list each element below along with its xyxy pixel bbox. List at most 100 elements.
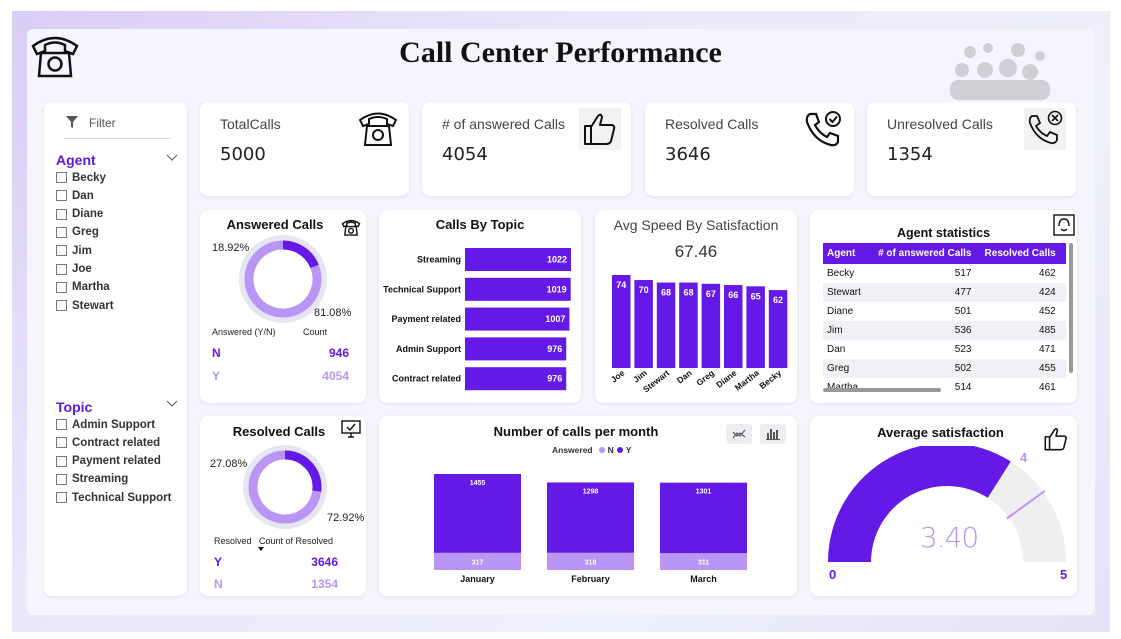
legend-col-2: Count of Resolved (259, 536, 334, 546)
data-label: 311 (698, 560, 709, 567)
bar[interactable] (768, 290, 788, 368)
chevron-down-icon[interactable] (166, 400, 178, 408)
checkbox[interactable] (56, 245, 67, 257)
calls-per-month-chart[interactable]: 317 1455 January 318 1298 February 311 1301 Marc… (379, 456, 797, 594)
vertical-scrollbar[interactable] (1069, 243, 1073, 373)
legend-key: N (214, 577, 223, 591)
topic-option-admin-support[interactable]: Admin Support (56, 416, 184, 433)
checkbox[interactable] (56, 281, 67, 293)
data-label: 976 (547, 344, 562, 354)
bar[interactable] (656, 282, 676, 368)
agent-statistics-card: Agent statistics Agent # of answered Call… (810, 210, 1077, 403)
checkbox[interactable] (56, 263, 67, 275)
sort-desc-icon[interactable] (258, 547, 264, 551)
bar-segment-y[interactable] (547, 482, 634, 553)
bar[interactable] (465, 248, 571, 271)
column-header[interactable]: # of answered Calls (867, 243, 976, 264)
monitor-check-icon (341, 420, 361, 438)
bar[interactable] (746, 286, 765, 368)
bar[interactable] (679, 282, 698, 368)
table-row[interactable]: Martha 514 461 (823, 378, 1066, 397)
donut-segment-small[interactable] (244, 240, 322, 318)
headset-icon (1053, 214, 1075, 236)
table-row[interactable]: Stewart 477 424 (823, 283, 1066, 302)
data-label: 70 (639, 285, 649, 295)
agent-option-diane[interactable]: Diane (56, 206, 184, 223)
table-row[interactable]: Diane 501 452 (823, 302, 1066, 321)
table-row[interactable]: Becky 517 462 (823, 264, 1066, 283)
calls-by-topic-chart[interactable]: Streaming 1022 Technical Support 1019 Paymen… (379, 240, 581, 400)
table-cell (1060, 264, 1066, 283)
bar[interactable] (465, 277, 571, 301)
line-chart-toggle-button[interactable] (726, 424, 752, 444)
donut-segment-small[interactable] (248, 450, 322, 524)
bar-segment-n[interactable] (547, 552, 634, 570)
checkbox[interactable] (56, 473, 67, 485)
agent-option-dan[interactable]: Dan (56, 187, 184, 204)
checkbox[interactable] (56, 455, 67, 467)
resolved-donut-chart[interactable] (242, 444, 328, 530)
avg-speed-chart[interactable]: 74Joe70Jim68Stewart68Dan67Greg66Diane65M… (595, 268, 797, 402)
bar-segment-n[interactable] (434, 552, 521, 570)
agent-option-stewart[interactable]: Stewart (56, 297, 184, 314)
checkbox[interactable] (56, 300, 67, 312)
checkbox[interactable] (56, 492, 67, 504)
checkbox[interactable] (56, 419, 67, 430)
topic-option-contract-related[interactable]: Contract related (56, 434, 184, 451)
kpi-card-unresolved: Unresolved Calls 1354 (867, 102, 1076, 196)
bar[interactable] (701, 283, 721, 368)
gauge-max-label: 5 (1060, 567, 1068, 582)
donut-label-small: 18.92% (212, 242, 250, 254)
resolved-calls-card: Resolved Calls 27.08% 72.92% Resolved Co… (200, 416, 366, 596)
agent-option-jim[interactable]: Jim (56, 242, 184, 259)
legend-key: N (212, 346, 221, 360)
bar-segment-y[interactable] (660, 482, 747, 554)
bar[interactable] (634, 280, 653, 368)
satisfaction-gauge[interactable] (810, 446, 1077, 596)
phone-cancel-icon (1024, 108, 1066, 150)
agent-option-greg[interactable]: Greg (56, 224, 184, 241)
bar[interactable] (465, 367, 567, 391)
card-title: Avg Speed By Satisfaction (613, 217, 779, 233)
bar[interactable] (612, 275, 631, 368)
topic-option-streaming[interactable]: Streaming (56, 471, 184, 488)
checkbox[interactable] (56, 226, 67, 238)
checkbox[interactable] (56, 190, 67, 202)
filter-label: Filter (89, 116, 116, 130)
topic-option-payment-related[interactable]: Payment related (56, 453, 184, 470)
checkbox[interactable] (56, 437, 67, 449)
chevron-down-icon[interactable] (166, 154, 178, 162)
card-title: Agent statistics (896, 226, 991, 240)
table-cell (1059, 321, 1066, 340)
table-row[interactable]: Greg 502 455 (823, 359, 1066, 378)
bar-segment-y[interactable] (434, 474, 521, 553)
telephone-logo-icon (31, 36, 79, 78)
bar[interactable] (465, 307, 570, 331)
checkbox[interactable] (56, 208, 67, 220)
data-label: 1019 (547, 284, 567, 294)
agent-option-joe[interactable]: Joe (56, 261, 184, 278)
column-header[interactable]: Avg S (1059, 243, 1066, 264)
kpi-card-answered: # of answered Calls 4054 (422, 102, 631, 196)
table-row[interactable]: Jim 536 485 (823, 321, 1066, 340)
column-header[interactable]: Resolved Calls (975, 243, 1060, 264)
category-label: January (460, 574, 495, 584)
topic-option-technical-support[interactable]: Technical Support (56, 489, 184, 506)
horizontal-scrollbar[interactable] (823, 388, 941, 392)
bar[interactable] (465, 337, 567, 361)
agent-option-martha[interactable]: Martha (56, 279, 184, 296)
gauge-fill[interactable] (828, 446, 1011, 562)
answered-donut-chart[interactable] (238, 234, 328, 324)
bar[interactable] (724, 285, 743, 368)
legend-key: Y (212, 369, 221, 383)
bar-chart-toggle-button[interactable] (760, 424, 786, 444)
slicer-item-label: Admin Support (72, 418, 156, 431)
avg-speed-value: 67.46 (674, 242, 718, 261)
table-row[interactable]: Dan 523 471 (823, 340, 1066, 359)
legend-value: 4054 (322, 369, 349, 383)
agent-option-becky[interactable]: Becky (56, 169, 184, 186)
column-header[interactable]: Agent (823, 243, 868, 264)
bar-segment-n[interactable] (660, 553, 747, 570)
checkbox[interactable] (56, 172, 67, 183)
